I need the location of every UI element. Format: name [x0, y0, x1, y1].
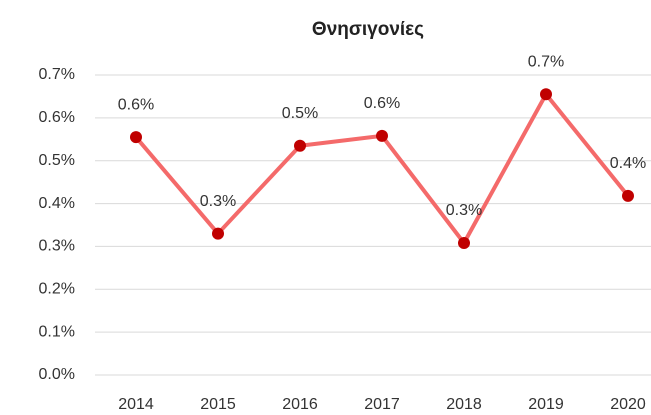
x-tick-label: 2016	[282, 396, 318, 413]
y-tick-label: 0.7%	[39, 66, 75, 83]
data-label: 0.3%	[446, 202, 482, 219]
chart-title: Θνησιγονίες	[312, 19, 424, 40]
line	[134, 92, 630, 245]
y-tick-label: 0.1%	[39, 323, 75, 340]
y-tick-label: 0.5%	[39, 152, 75, 169]
marker	[212, 227, 224, 240]
x-tick-label: 2018	[446, 396, 482, 413]
data-label: 0.6%	[118, 96, 154, 113]
marker	[622, 189, 634, 202]
marker	[540, 88, 552, 101]
y-tick-label: 0.3%	[39, 238, 75, 255]
marker	[376, 129, 388, 142]
x-tick-label: 2014	[118, 396, 154, 413]
y-tick-label: 0.6%	[39, 109, 75, 126]
y-tick-label: 0.2%	[39, 281, 75, 298]
x-tick-label: 2020	[610, 396, 646, 413]
marker	[130, 131, 142, 144]
y-tick-label: 0.0%	[39, 366, 75, 383]
data-label: 0.6%	[364, 95, 400, 112]
x-tick-label: 2015	[200, 396, 236, 413]
marker	[294, 139, 306, 152]
marker	[458, 237, 470, 249]
x-tick-label: 2019	[528, 396, 564, 413]
y-tick-label: 0.4%	[39, 195, 75, 212]
data-label: 0.7%	[528, 54, 564, 71]
data-label: 0.5%	[282, 105, 318, 122]
data-label: 0.4%	[610, 155, 646, 172]
x-tick-label: 2017	[364, 396, 400, 413]
data-label: 0.3%	[200, 193, 236, 210]
